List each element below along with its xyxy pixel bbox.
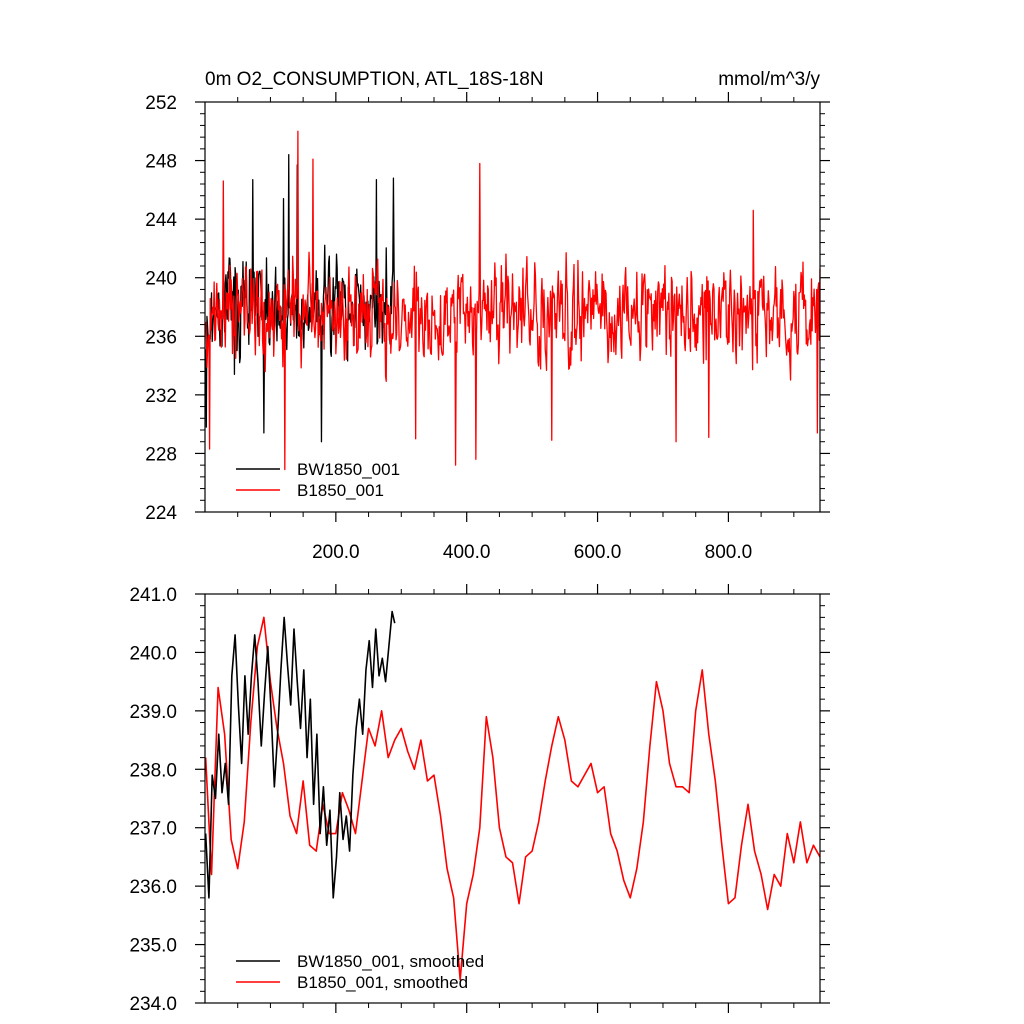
legend-label-b1850-smoothed: B1850_001, smoothed xyxy=(297,973,468,992)
top-x-tick-label: 800.0 xyxy=(705,542,753,563)
top-plot-frame xyxy=(204,101,821,513)
top-x-tick-label: 200.0 xyxy=(312,542,360,563)
top-x-tick-label: 600.0 xyxy=(574,542,622,563)
top-series-line-b1850 xyxy=(205,130,821,471)
bottom-y-tick-label: 238.0 xyxy=(129,760,177,781)
top-legend: BW1850_001 B1850_001 xyxy=(236,460,400,500)
bottom-y-tick-label: 240.0 xyxy=(129,643,177,664)
top-panel: 0m O2_CONSUMPTION, ATL_18S-18N mmol/m^3/… xyxy=(145,69,830,563)
top-axes: 224 228 232 236 240 244 248 252 200.0 400.0 600.0 8… xyxy=(145,92,830,563)
top-y-tick-label: 244 xyxy=(145,210,177,231)
top-y-tick-label: 236 xyxy=(145,327,177,348)
bottom-series-layer xyxy=(204,610,821,981)
bottom-axes: 234.0 235.0 236.0 237.0 238.0 239.0 240.0 241.0 xyxy=(129,584,830,1015)
top-series-layer xyxy=(205,130,821,471)
top-y-tick-label: 232 xyxy=(145,386,177,407)
bottom-series-line-b1850-smoothed xyxy=(204,616,821,981)
top-y-tick-label: 240 xyxy=(145,269,177,290)
top-panel-title: 0m O2_CONSUMPTION, ATL_18S-18N xyxy=(205,69,544,90)
bottom-series-line-bw1850-smoothed xyxy=(204,610,396,899)
top-y-tick-label: 252 xyxy=(145,93,177,114)
top-panel-units: mmol/m^3/y xyxy=(718,69,820,90)
bottom-plot-frame xyxy=(204,593,821,1004)
top-y-tick-label: 228 xyxy=(145,444,177,465)
top-y-tick-label: 248 xyxy=(145,152,177,173)
bottom-y-tick-label: 239.0 xyxy=(129,702,177,723)
legend-label-bw1850-smoothed: BW1850_001, smoothed xyxy=(297,952,484,971)
bottom-y-tick-label: 235.0 xyxy=(129,936,177,957)
top-y-tick-label: 224 xyxy=(145,503,177,524)
bottom-panel: 234.0 235.0 236.0 237.0 238.0 239.0 240.0 241.0… xyxy=(129,584,830,1015)
bottom-y-tick-label: 234.0 xyxy=(129,994,177,1015)
bottom-y-tick-label: 241.0 xyxy=(129,585,177,606)
legend-label-bw1850: BW1850_001 xyxy=(297,460,400,479)
bottom-legend: BW1850_001, smoothed B1850_001, smoothed xyxy=(236,952,484,992)
legend-label-b1850: B1850_001 xyxy=(297,481,384,500)
bottom-y-tick-label: 237.0 xyxy=(129,819,177,840)
bottom-y-tick-label: 236.0 xyxy=(129,877,177,898)
top-x-tick-label: 400.0 xyxy=(443,542,491,563)
